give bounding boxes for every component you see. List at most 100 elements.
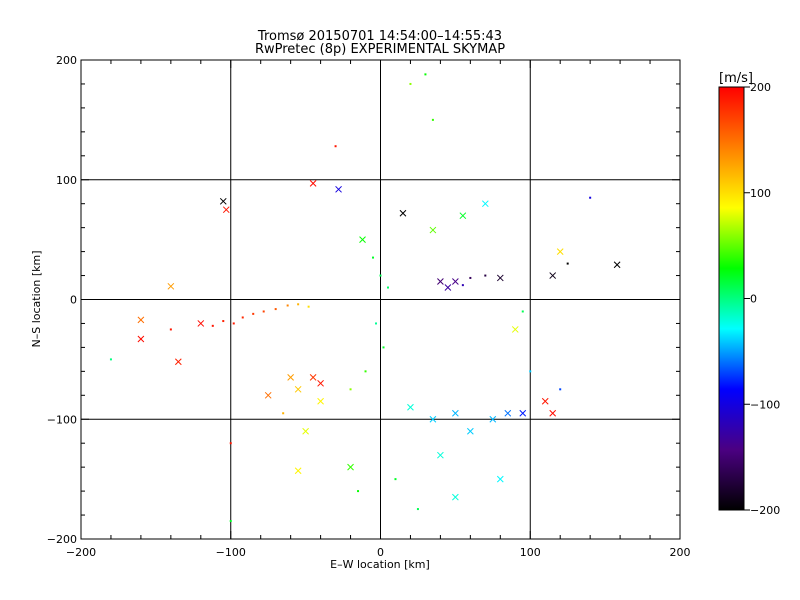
data-point-cross [347, 463, 354, 471]
data-point-cross [459, 212, 467, 220]
data-point-dot [559, 388, 562, 391]
data-point-cross [309, 179, 317, 187]
data-point-cross [452, 409, 459, 417]
data-point-cross [174, 358, 182, 366]
x-tick-label: 200 [670, 546, 691, 559]
data-point-cross [294, 467, 302, 475]
data-point-dot [529, 370, 532, 373]
data-point-dot [484, 274, 487, 277]
grid-lines [81, 60, 680, 539]
data-point-cross [444, 284, 452, 291]
data-point-cross [541, 397, 549, 405]
data-point-dot [386, 286, 389, 289]
data-point-dot [262, 310, 265, 313]
data-point-dot [241, 316, 244, 319]
data-point-cross [167, 282, 175, 290]
data-point-dot [232, 322, 235, 325]
data-point-cross [452, 493, 459, 501]
data-point-dot [521, 310, 524, 313]
data-point-dot [461, 284, 464, 287]
data-point-cross [137, 316, 145, 324]
data-point-cross [489, 415, 497, 423]
data-point-cross [452, 278, 459, 285]
data-point-dot [357, 490, 360, 493]
data-point-cross [222, 206, 230, 214]
x-tick-label: 0 [377, 546, 384, 559]
chart-title: Tromsø 20150701 14:54:00–14:55:43 [257, 29, 502, 44]
data-point-dot [349, 388, 352, 391]
y-tick-label: −200 [47, 533, 77, 546]
y-tick-label: 200 [56, 54, 77, 67]
colorbar-ticks: 200 100 0 −100 −200 [744, 81, 780, 517]
data-point-dot [307, 305, 310, 308]
data-point-cross [317, 397, 324, 405]
data-point-cross [335, 185, 342, 193]
colorbar-tick-label: 0 [750, 293, 757, 306]
y-tick-label: −100 [47, 413, 77, 426]
data-point-dot [169, 328, 172, 331]
data-point-cross [466, 427, 474, 435]
data-point-dot [469, 276, 472, 279]
data-point-dot [431, 118, 434, 121]
data-point-dot [282, 412, 285, 415]
data-point-dot [297, 303, 300, 306]
data-point-dot [566, 262, 569, 265]
data-point-cross [264, 391, 272, 399]
y-axis-ticks: −200 −100 0 100 200 [47, 54, 680, 546]
y-tick-label: 100 [56, 174, 77, 187]
colorbar-tick-label: 100 [750, 187, 771, 200]
data-point-cross [399, 209, 407, 217]
data-point-cross [197, 320, 205, 327]
data-point-cross [302, 427, 309, 435]
data-point-cross [496, 274, 504, 282]
colorbar [718, 86, 745, 511]
x-tick-label: −200 [66, 546, 96, 559]
data-point-cross [359, 236, 366, 243]
data-point-cross [407, 403, 414, 411]
data-point-dot [334, 145, 337, 148]
data-point-cross [481, 200, 489, 208]
data-point-cross [556, 248, 564, 255]
x-tick-label: −100 [216, 546, 246, 559]
data-point-dot [416, 508, 419, 511]
data-point-dot [382, 346, 385, 349]
data-point-dot [379, 274, 382, 277]
x-tick-label: 100 [520, 546, 541, 559]
colorbar-tick-label: −100 [750, 398, 780, 411]
data-point-dot [229, 520, 232, 523]
data-point-cross [511, 326, 519, 333]
x-axis-ticks: −200 −100 0 100 200 [66, 60, 691, 559]
data-point-dot [394, 478, 397, 481]
data-point-dot [109, 358, 112, 361]
data-point-dot [364, 370, 367, 373]
data-point-cross [429, 226, 437, 234]
data-point-cross [287, 373, 295, 381]
colorbar-unit-label: [m/s] [719, 71, 753, 86]
data-point-cross [549, 409, 557, 417]
data-points [109, 73, 621, 523]
colorbar-tick-label: 200 [750, 81, 771, 94]
data-point-dot [409, 82, 412, 85]
data-point-dot [372, 256, 375, 259]
data-point-cross [437, 451, 444, 459]
x-axis-label: E–W location [km] [330, 558, 430, 571]
data-point-dot [424, 73, 427, 76]
data-point-cross [429, 415, 437, 423]
data-point-cross [317, 379, 324, 387]
data-point-dot [222, 320, 225, 323]
data-point-cross [613, 261, 621, 269]
data-point-cross [437, 278, 444, 285]
chart-subtitle: RwPretec (8p) EXPERIMENTAL SKYMAP [255, 42, 505, 57]
data-point-dot [286, 304, 289, 307]
data-point-cross [309, 373, 317, 381]
data-point-cross [519, 409, 527, 417]
data-point-cross [219, 197, 227, 205]
data-point-cross [549, 272, 557, 279]
y-axis-label: N–S location [km] [30, 250, 43, 347]
data-point-dot [211, 324, 214, 327]
data-point-dot [229, 442, 232, 445]
data-point-cross [137, 335, 145, 343]
data-point-dot [252, 312, 255, 315]
data-point-cross [496, 475, 504, 483]
